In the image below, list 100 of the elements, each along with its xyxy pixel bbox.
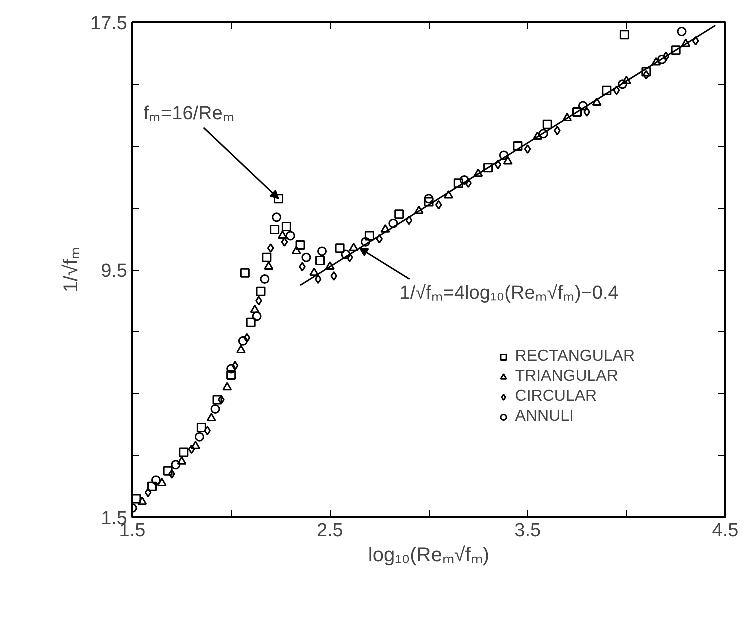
x-tick-label: 4.5 xyxy=(712,520,739,542)
point xyxy=(278,230,288,240)
point xyxy=(132,494,142,504)
point xyxy=(148,482,158,492)
point xyxy=(538,129,548,139)
point xyxy=(622,76,632,84)
point xyxy=(602,86,612,96)
point xyxy=(618,80,628,90)
point xyxy=(554,126,561,136)
point xyxy=(270,225,280,235)
point xyxy=(274,194,284,204)
point xyxy=(454,178,464,188)
point xyxy=(406,216,413,226)
point xyxy=(236,345,246,354)
point xyxy=(194,432,204,442)
point xyxy=(341,250,351,260)
point xyxy=(414,206,424,214)
point xyxy=(250,304,260,314)
point xyxy=(226,364,236,374)
annotation: 1/√fₘ=4log₁₀(Reₘ√fₘ)−0.4 xyxy=(400,282,620,304)
point xyxy=(562,113,572,122)
point xyxy=(671,46,681,56)
point xyxy=(484,163,494,173)
point xyxy=(532,132,542,140)
point xyxy=(613,86,620,96)
point xyxy=(299,262,306,272)
point xyxy=(394,210,404,220)
point xyxy=(256,286,266,296)
point xyxy=(212,395,222,405)
point xyxy=(196,423,206,433)
point xyxy=(256,296,262,306)
legend-label: RECTANGULAR xyxy=(515,348,635,366)
point xyxy=(222,382,232,391)
point xyxy=(578,101,588,111)
legend-label: CIRCULAR xyxy=(515,388,598,406)
point xyxy=(460,176,470,186)
x-axis-title: log₁₀(Reₘ√fₘ) xyxy=(368,544,490,566)
point xyxy=(267,244,274,254)
point xyxy=(620,30,630,40)
point xyxy=(218,395,225,405)
point xyxy=(424,194,434,204)
point xyxy=(296,240,306,250)
point xyxy=(584,107,591,117)
point xyxy=(349,242,359,252)
point xyxy=(542,120,552,130)
point xyxy=(262,252,272,262)
point xyxy=(171,460,181,470)
point xyxy=(642,67,652,77)
point xyxy=(592,98,602,106)
legend-label: ANNULI xyxy=(515,408,574,426)
y-axis-title: 1/√fₘ xyxy=(60,247,83,293)
point xyxy=(499,150,509,160)
point xyxy=(292,246,302,254)
point xyxy=(206,413,216,422)
point xyxy=(652,57,662,66)
point xyxy=(272,212,282,222)
point xyxy=(210,404,220,414)
point xyxy=(524,144,532,154)
point xyxy=(435,200,442,210)
point xyxy=(360,237,370,247)
point xyxy=(513,142,523,151)
x-tick-label: 3.5 xyxy=(514,520,542,542)
point xyxy=(188,444,196,454)
point xyxy=(163,466,173,476)
y-tick-label: 9.5 xyxy=(101,261,128,282)
point xyxy=(325,262,335,270)
point xyxy=(302,252,312,262)
point xyxy=(240,268,250,278)
point xyxy=(144,488,152,498)
point xyxy=(677,27,687,37)
point xyxy=(191,440,201,450)
point xyxy=(465,178,472,188)
point xyxy=(157,478,167,487)
point xyxy=(474,168,484,178)
point xyxy=(424,197,434,207)
x-tick-label: 2.5 xyxy=(316,520,344,542)
point xyxy=(314,274,322,284)
point xyxy=(643,70,650,80)
point xyxy=(316,256,326,266)
y-tick-label: 17.5 xyxy=(90,14,128,34)
point xyxy=(503,156,513,165)
point xyxy=(444,190,454,199)
point xyxy=(204,426,212,436)
point xyxy=(177,456,187,465)
point xyxy=(252,312,262,322)
point xyxy=(226,370,236,380)
point xyxy=(238,336,248,346)
point xyxy=(179,448,189,458)
point xyxy=(335,244,345,254)
point xyxy=(662,52,670,62)
point xyxy=(572,107,582,117)
point xyxy=(168,469,176,479)
legend-label: TRIANGULAR xyxy=(515,368,618,386)
point xyxy=(138,496,148,506)
point xyxy=(692,36,700,46)
point xyxy=(310,268,320,276)
point xyxy=(244,333,251,343)
point xyxy=(246,318,256,328)
point xyxy=(232,361,239,371)
annotation: fₘ=16/Reₘ xyxy=(144,103,235,124)
